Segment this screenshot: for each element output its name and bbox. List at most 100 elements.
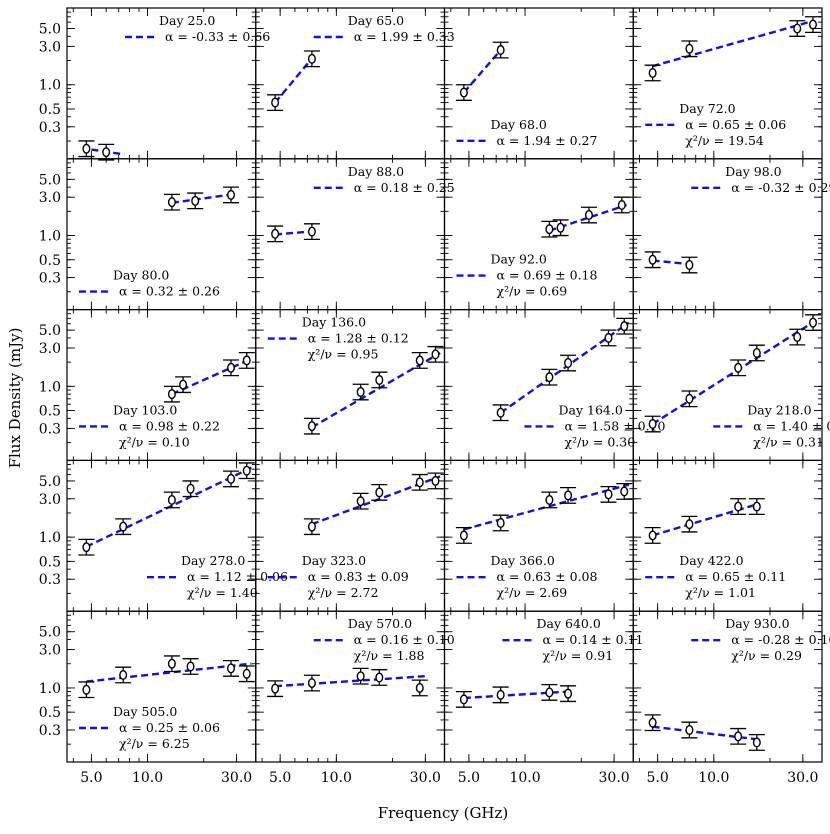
data-point	[167, 389, 176, 400]
data-point	[604, 332, 613, 343]
data-point	[648, 67, 657, 78]
y-tick-label: 5.0	[39, 323, 61, 339]
data-point	[808, 317, 817, 328]
panel-12: Day 218.0α = 1.40 ± 0.07χ²/ν = 0.31	[632, 309, 830, 462]
x-tick-label: 5.0	[80, 770, 102, 786]
data-point	[584, 210, 593, 221]
alpha-label: α = 0.14 ± 0.11	[543, 632, 644, 647]
data-point	[685, 43, 694, 54]
fit-line	[86, 662, 252, 683]
data-point	[496, 45, 505, 56]
y-tick-label: 0.3	[39, 421, 61, 437]
day-label: Day 278.0	[181, 553, 245, 568]
data-point	[685, 519, 694, 530]
data-point	[307, 226, 316, 237]
alpha-label: α = 0.25 ± 0.06	[119, 720, 220, 735]
data-point	[459, 694, 468, 705]
x-tick-label: 10.0	[132, 770, 163, 786]
chi2-label: χ²/ν = 0.10	[119, 434, 190, 449]
alpha-label: α = -0.33 ± 0.66	[165, 29, 270, 44]
y-tick-label: 3.0	[39, 341, 61, 357]
data-point	[648, 530, 657, 541]
alpha-label: α = -0.28 ± 0.16	[731, 632, 830, 647]
y-tick-label: 5.0	[39, 172, 61, 188]
fit-line	[652, 725, 757, 741]
fit-line	[274, 56, 314, 104]
day-label: Day 930.0	[725, 616, 789, 631]
chi2-label: χ²/ν = 0.69	[497, 284, 568, 299]
data-point	[564, 358, 573, 369]
alpha-label: α = 1.28 ± 0.12	[308, 331, 409, 346]
y-axis-label: Flux Density (mJy)	[6, 328, 24, 469]
data-point	[242, 355, 251, 366]
chi2-label: χ²/ν = 6.25	[119, 736, 190, 751]
day-label: Day 218.0	[747, 402, 811, 417]
data-point	[227, 189, 236, 200]
panel-6: Day 88.0α = 0.18 ± 0.25	[255, 158, 455, 311]
data-point	[620, 486, 629, 497]
data-point	[752, 501, 761, 512]
panel-8: Day 98.0α = -0.32 ± 0.29	[632, 158, 830, 311]
data-point	[242, 668, 251, 679]
data-point	[307, 678, 316, 689]
fit-line	[171, 192, 237, 204]
data-point	[793, 23, 802, 34]
alpha-label: α = 0.69 ± 0.18	[497, 268, 598, 283]
data-point	[167, 494, 176, 505]
y-tick-label: 0.3	[39, 271, 61, 287]
data-point	[496, 689, 505, 700]
y-tick-label: 0.5	[39, 404, 61, 420]
alpha-label: α = 0.65 ± 0.11	[685, 569, 786, 584]
x-tick-label: 10.0	[321, 770, 352, 786]
day-label: Day 323.0	[302, 553, 366, 568]
y-tick-label: 3.0	[39, 39, 61, 55]
fit-line	[500, 321, 630, 414]
y-tick-label: 0.3	[39, 572, 61, 588]
data-point	[307, 521, 316, 532]
data-point	[227, 362, 236, 373]
data-point	[564, 490, 573, 501]
data-point	[271, 228, 280, 239]
y-tick-label: 5.0	[39, 22, 61, 38]
data-point	[375, 374, 384, 385]
data-point	[271, 683, 280, 694]
alpha-label: α = -0.32 ± 0.29	[731, 180, 830, 195]
y-tick-label: 5.0	[39, 625, 61, 641]
alpha-label: α = 1.94 ± 0.27	[497, 133, 598, 148]
day-label: Day 25.0	[159, 13, 215, 28]
data-point	[82, 684, 91, 695]
data-point	[752, 737, 761, 748]
data-point	[617, 199, 626, 210]
x-tick-label: 30.0	[787, 770, 818, 786]
y-tick-label: 1.0	[39, 78, 61, 94]
x-tick-label: 5.0	[647, 770, 669, 786]
data-point	[415, 477, 424, 488]
data-point	[82, 143, 91, 154]
x-tick-label: 10.0	[509, 770, 540, 786]
data-point	[186, 483, 195, 494]
data-point	[734, 731, 743, 742]
fit-line	[652, 259, 691, 266]
y-tick-label: 3.0	[39, 492, 61, 508]
fit-line	[462, 48, 503, 94]
data-point	[648, 717, 657, 728]
data-point	[179, 379, 188, 390]
chi2-label: χ²/ν = 2.72	[308, 585, 379, 600]
data-point	[227, 473, 236, 484]
data-point	[119, 669, 128, 680]
chi2-label: χ²/ν = 1.01	[685, 585, 756, 600]
data-point	[431, 349, 440, 360]
day-label: Day 103.0	[113, 402, 177, 417]
data-point	[186, 661, 195, 672]
data-point	[545, 224, 554, 235]
alpha-label: α = 0.83 ± 0.09	[308, 569, 409, 584]
data-point	[545, 372, 554, 383]
